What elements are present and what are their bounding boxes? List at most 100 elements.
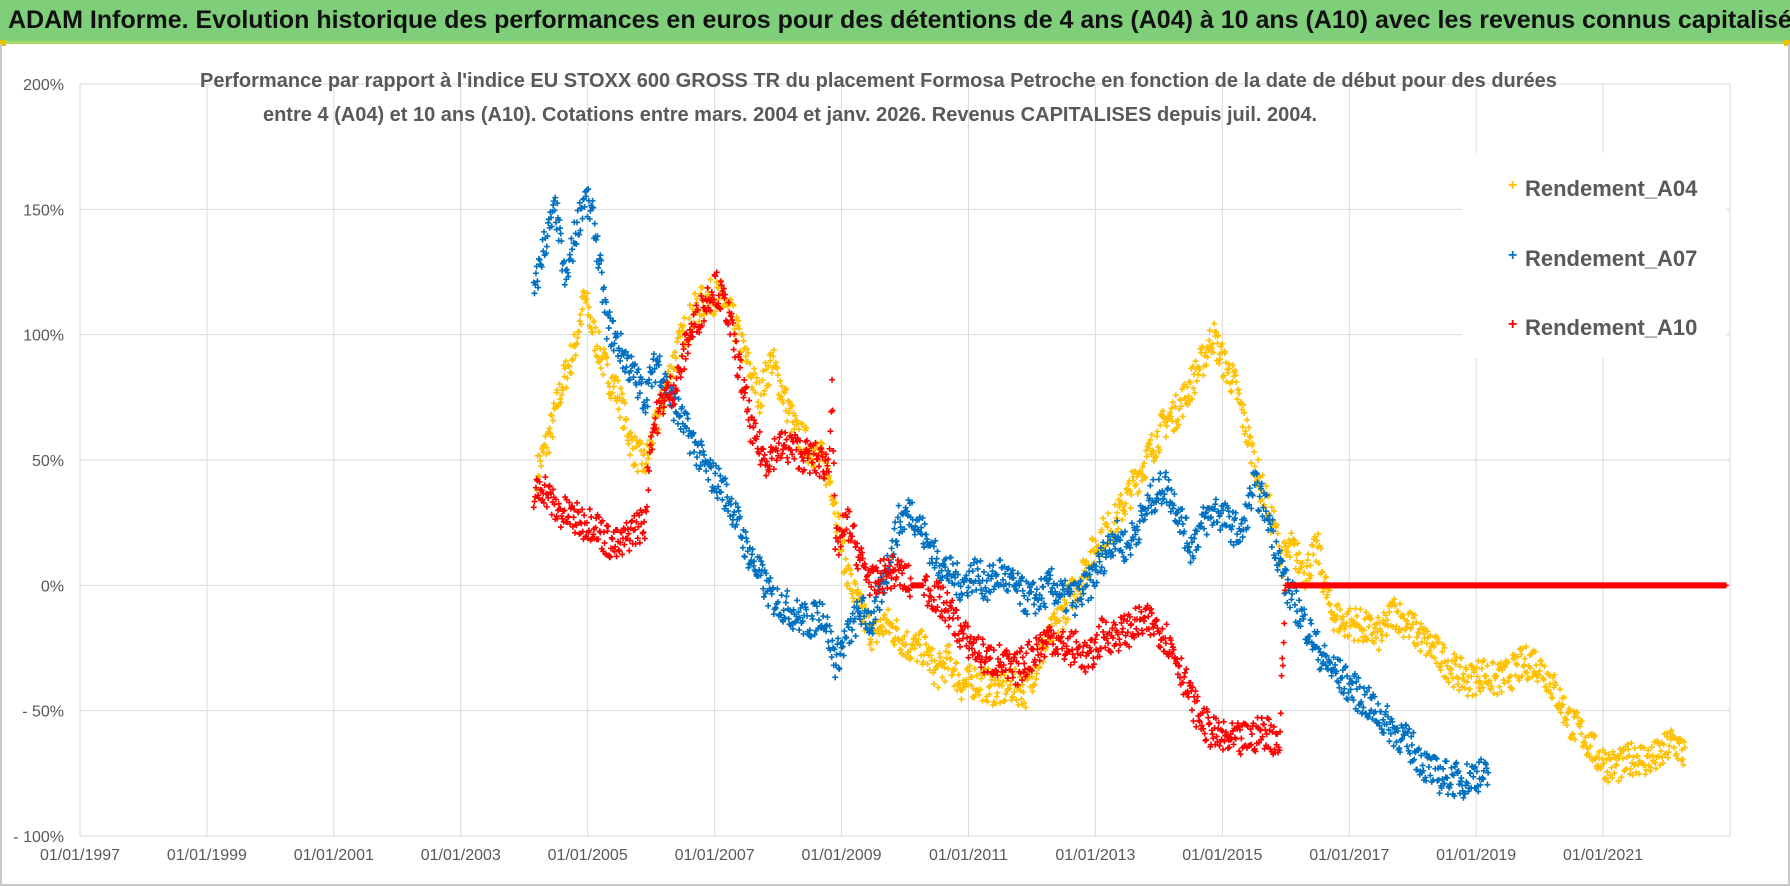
data-point xyxy=(636,539,643,546)
data-point xyxy=(777,454,784,461)
data-point xyxy=(946,642,953,649)
data-point xyxy=(927,587,934,594)
data-point xyxy=(966,662,973,669)
data-point xyxy=(1314,628,1321,635)
data-point xyxy=(1229,523,1236,530)
data-point xyxy=(1088,648,1095,655)
data-point xyxy=(1045,580,1052,587)
data-point xyxy=(1269,728,1276,735)
data-point xyxy=(1408,624,1415,631)
data-point xyxy=(1241,517,1248,524)
x-tick-label: 01/01/2015 xyxy=(1182,847,1262,864)
data-point xyxy=(943,654,950,661)
data-point xyxy=(1322,662,1329,669)
data-point xyxy=(1447,781,1454,788)
data-point xyxy=(710,296,717,303)
data-point xyxy=(853,561,860,568)
data-point xyxy=(1161,491,1168,498)
data-point xyxy=(1450,772,1457,779)
data-point xyxy=(652,415,659,422)
data-point xyxy=(686,450,693,457)
data-point xyxy=(670,382,677,389)
data-point xyxy=(946,614,953,621)
data-point xyxy=(959,635,966,642)
data-point xyxy=(1263,731,1270,738)
data-point xyxy=(1256,493,1263,500)
data-point xyxy=(947,554,954,561)
data-point xyxy=(1230,542,1237,549)
data-point xyxy=(1303,563,1310,570)
data-point xyxy=(1627,766,1634,773)
data-point xyxy=(1122,528,1128,535)
data-point xyxy=(1269,516,1276,523)
data-point xyxy=(1226,744,1233,751)
data-point xyxy=(770,347,777,354)
data-point xyxy=(621,541,628,548)
data-point xyxy=(909,499,916,506)
data-point xyxy=(949,672,956,679)
data-point xyxy=(577,227,584,234)
data-point xyxy=(574,219,581,226)
data-point xyxy=(538,462,545,469)
data-point xyxy=(617,414,624,421)
data-point xyxy=(1403,722,1410,729)
data-point xyxy=(1523,643,1530,650)
data-point xyxy=(1301,606,1308,613)
data-point xyxy=(627,376,633,383)
data-point xyxy=(965,681,972,688)
data-point xyxy=(939,573,946,580)
data-point xyxy=(1050,630,1057,637)
data-point xyxy=(830,447,837,454)
data-point xyxy=(873,590,880,597)
data-point xyxy=(557,230,564,237)
data-point xyxy=(978,664,985,671)
data-point xyxy=(811,631,818,638)
data-point xyxy=(891,641,898,648)
data-point xyxy=(836,666,843,673)
data-point xyxy=(613,553,620,560)
data-point xyxy=(962,619,969,626)
data-point xyxy=(1015,660,1022,667)
data-point xyxy=(815,452,822,459)
data-point xyxy=(1294,608,1301,615)
data-point xyxy=(698,292,705,299)
data-point xyxy=(1085,663,1092,670)
data-point xyxy=(593,515,600,522)
data-point xyxy=(641,535,648,542)
data-point xyxy=(593,236,600,243)
data-point xyxy=(993,571,1000,578)
data-point xyxy=(1204,708,1211,715)
data-point xyxy=(569,246,576,253)
data-point xyxy=(1232,509,1239,516)
data-point xyxy=(936,593,943,600)
data-point xyxy=(591,347,598,354)
data-point xyxy=(617,330,624,337)
data-point xyxy=(799,601,806,608)
data-point xyxy=(1615,778,1622,785)
data-point xyxy=(1301,569,1308,576)
data-point xyxy=(667,391,674,398)
data-point xyxy=(1017,687,1024,694)
data-point xyxy=(1595,748,1602,755)
data-point xyxy=(1391,596,1398,603)
data-point xyxy=(981,593,988,600)
data-point xyxy=(759,561,766,568)
data-point xyxy=(1095,553,1102,560)
data-point xyxy=(897,524,904,531)
data-point xyxy=(1090,655,1097,662)
data-point xyxy=(1257,727,1264,734)
data-point xyxy=(603,335,610,342)
data-point xyxy=(809,616,816,623)
data-point xyxy=(1378,637,1385,644)
data-point xyxy=(548,223,555,230)
data-point xyxy=(1387,730,1394,737)
data-point xyxy=(1126,544,1133,551)
data-point xyxy=(780,618,787,625)
data-point xyxy=(861,613,868,620)
data-point xyxy=(1478,681,1485,688)
data-point xyxy=(756,428,763,435)
data-point xyxy=(1473,768,1480,775)
data-point xyxy=(595,536,602,543)
data-point xyxy=(1460,671,1467,678)
data-point xyxy=(1174,424,1181,431)
